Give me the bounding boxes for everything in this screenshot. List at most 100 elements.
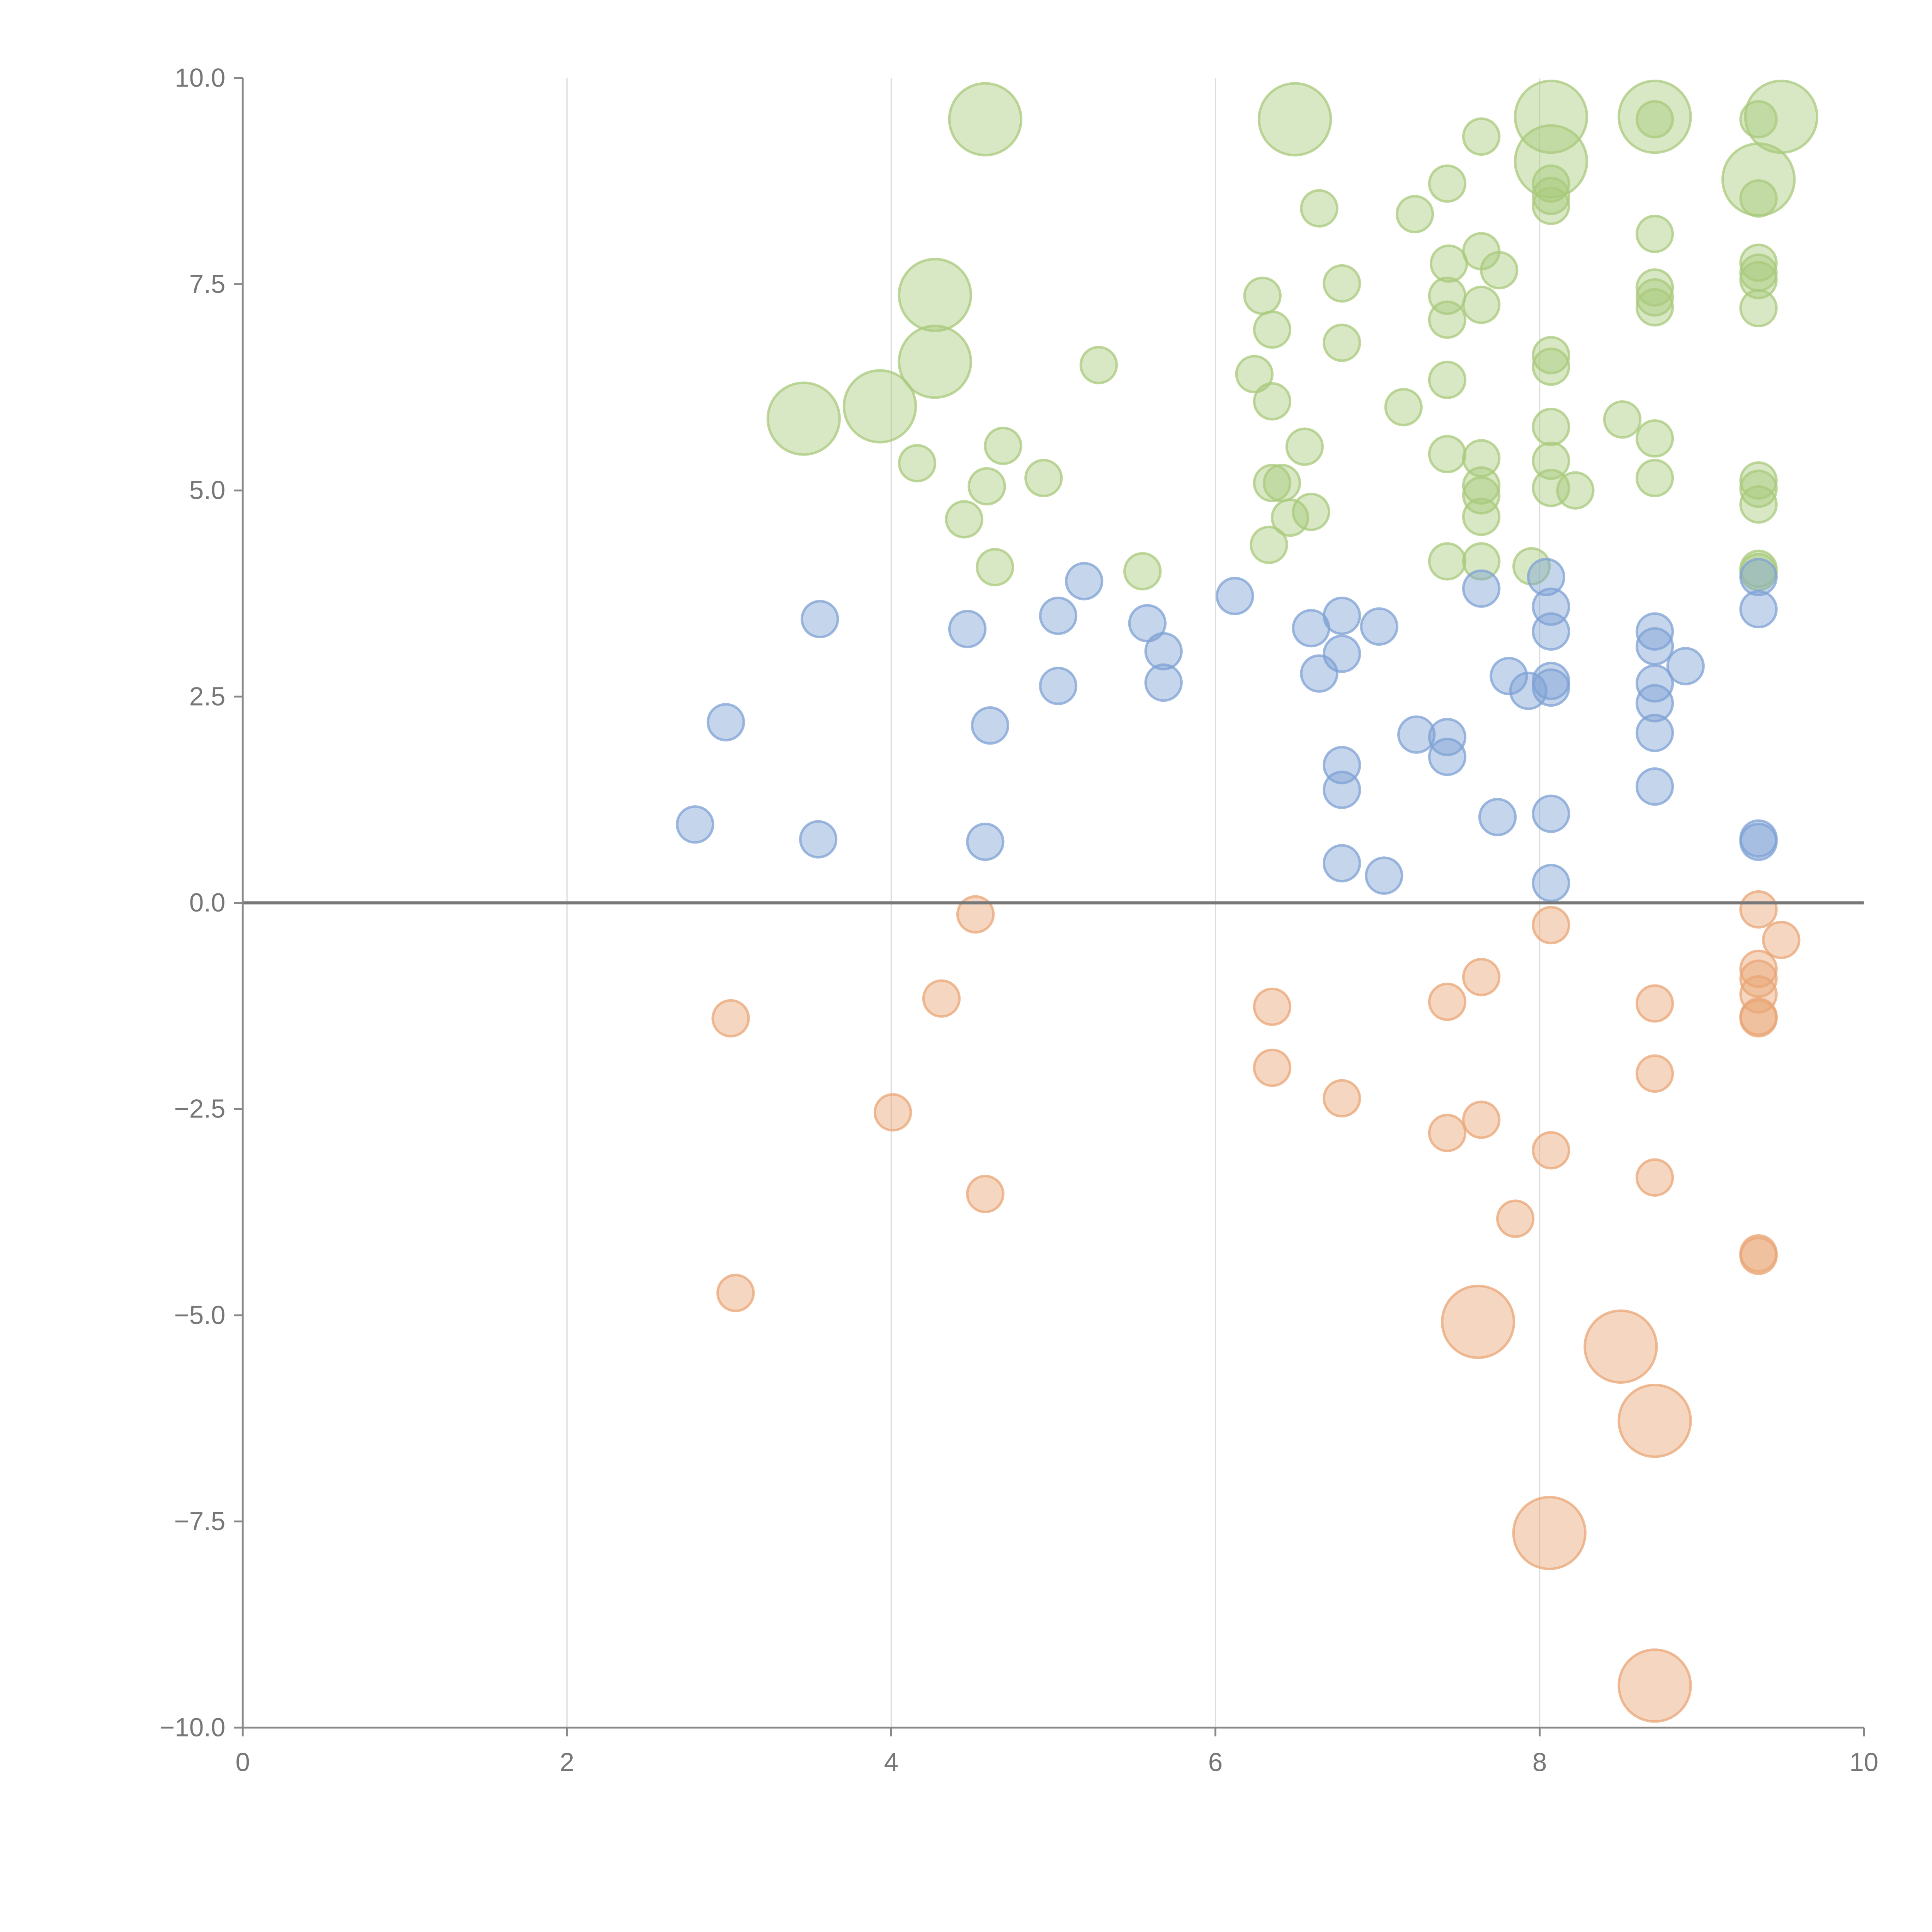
data-point-mid	[1428, 718, 1467, 757]
data-point-high	[1323, 264, 1361, 303]
data-point-low	[922, 979, 961, 1018]
data-point-high	[1532, 336, 1570, 374]
data-point-high	[948, 82, 1022, 156]
y-ticks: 10.0 7.5 5.0 2.5 0.0 −2.5 −5.0 −7.5 −10.0	[160, 63, 243, 1742]
data-point-high	[1257, 82, 1332, 156]
points	[676, 80, 1818, 1723]
data-point-low	[711, 999, 750, 1038]
data-point-low	[1635, 1158, 1674, 1197]
data-point-high	[1514, 80, 1588, 154]
data-point-high	[1532, 164, 1570, 203]
data-point-high	[1428, 361, 1467, 399]
y-tick-label: 5.0	[189, 476, 226, 505]
data-point-high	[1429, 244, 1468, 283]
data-point-low	[1739, 890, 1778, 929]
data-point-low	[1635, 1054, 1674, 1093]
data-point-low	[1428, 1114, 1467, 1152]
data-point-high	[1250, 526, 1288, 564]
data-point-mid	[1360, 607, 1398, 646]
data-point-high	[1739, 485, 1778, 524]
x-tick-label: 2	[560, 1748, 574, 1777]
data-point-high	[1270, 498, 1310, 537]
data-point-low	[1739, 999, 1778, 1038]
y-tick-label: −7.5	[174, 1507, 225, 1536]
data-point-high	[1428, 435, 1467, 473]
data-point-high	[1262, 464, 1301, 502]
data-point-high	[1739, 179, 1778, 218]
x-tick-label: 0	[235, 1748, 250, 1777]
data-point-high	[1462, 466, 1501, 505]
data-point-high	[1635, 214, 1674, 253]
data-point-low	[1462, 1100, 1501, 1139]
data-point-high	[1079, 346, 1118, 384]
data-point-high	[842, 369, 917, 444]
data-point-low	[1512, 1496, 1587, 1570]
data-point-high	[1300, 189, 1338, 228]
data-point-mid	[1527, 558, 1566, 597]
data-point-mid	[1300, 654, 1338, 693]
data-point-mid	[948, 610, 987, 648]
data-point-low	[1617, 1383, 1692, 1458]
data-point-low	[1617, 1648, 1692, 1723]
data-point-high	[1395, 195, 1434, 233]
data-point-high	[1285, 427, 1324, 466]
data-point-mid	[1635, 627, 1674, 666]
data-point-high	[1123, 552, 1162, 591]
data-point-high	[1462, 117, 1501, 156]
x-tick-label: 8	[1532, 1748, 1547, 1777]
data-point-mid	[676, 805, 714, 844]
data-point-mid	[1739, 590, 1778, 629]
data-point-high	[1428, 542, 1467, 581]
data-point-high	[1253, 310, 1292, 349]
data-point-mid	[1635, 664, 1674, 703]
y-tick-label: 2.5	[189, 682, 226, 711]
x-tick-label: 6	[1208, 1748, 1223, 1777]
data-point-mid	[706, 703, 745, 742]
data-point-mid	[1144, 663, 1183, 702]
x-tick-label: 10	[1849, 1748, 1878, 1777]
data-point-high	[1617, 80, 1692, 154]
y-tick-label: 7.5	[189, 270, 226, 299]
data-point-high	[1635, 278, 1674, 317]
data-point-low	[1635, 984, 1674, 1023]
y-tick-label: 10.0	[175, 63, 225, 92]
data-point-low	[1441, 1284, 1515, 1359]
data-point-low	[1762, 920, 1801, 959]
data-point-low	[1323, 1079, 1361, 1118]
data-point-high	[898, 444, 937, 483]
y-tick-label: −10.0	[160, 1713, 225, 1742]
data-point-high	[1253, 464, 1292, 502]
data-point-high	[976, 548, 1014, 587]
data-point-high	[1323, 323, 1361, 362]
data-point-mid	[1462, 569, 1501, 608]
data-point-low	[1739, 959, 1778, 998]
data-point-mid	[1532, 864, 1570, 902]
data-point-low	[1462, 957, 1501, 997]
data-point-high	[1532, 408, 1570, 446]
data-point-mid	[1323, 844, 1361, 883]
data-point-high	[1462, 497, 1501, 536]
data-point-high	[1635, 268, 1674, 307]
data-point-high	[1739, 261, 1778, 299]
data-point-low	[1583, 1309, 1658, 1384]
data-point-low	[1739, 1236, 1778, 1275]
y-tick-label: −5.0	[174, 1301, 225, 1330]
data-point-high	[766, 381, 841, 456]
data-point-high	[1243, 276, 1282, 315]
data-point-high	[1480, 251, 1519, 289]
data-point-low	[1253, 987, 1292, 1026]
y-tick-label: −2.5	[174, 1095, 225, 1124]
data-point-mid	[1532, 794, 1570, 833]
data-point-mid	[1216, 577, 1254, 616]
data-point-high	[898, 325, 972, 399]
data-point-mid	[1039, 667, 1078, 705]
data-point-high	[984, 427, 1022, 465]
data-point-mid	[1739, 822, 1778, 861]
data-point-high	[898, 258, 972, 332]
y-tick-label: 0.0	[189, 888, 226, 917]
data-point-high	[1253, 382, 1292, 421]
data-point-mid	[1065, 562, 1104, 600]
data-point-mid	[801, 600, 839, 638]
data-point-high	[1635, 419, 1674, 458]
